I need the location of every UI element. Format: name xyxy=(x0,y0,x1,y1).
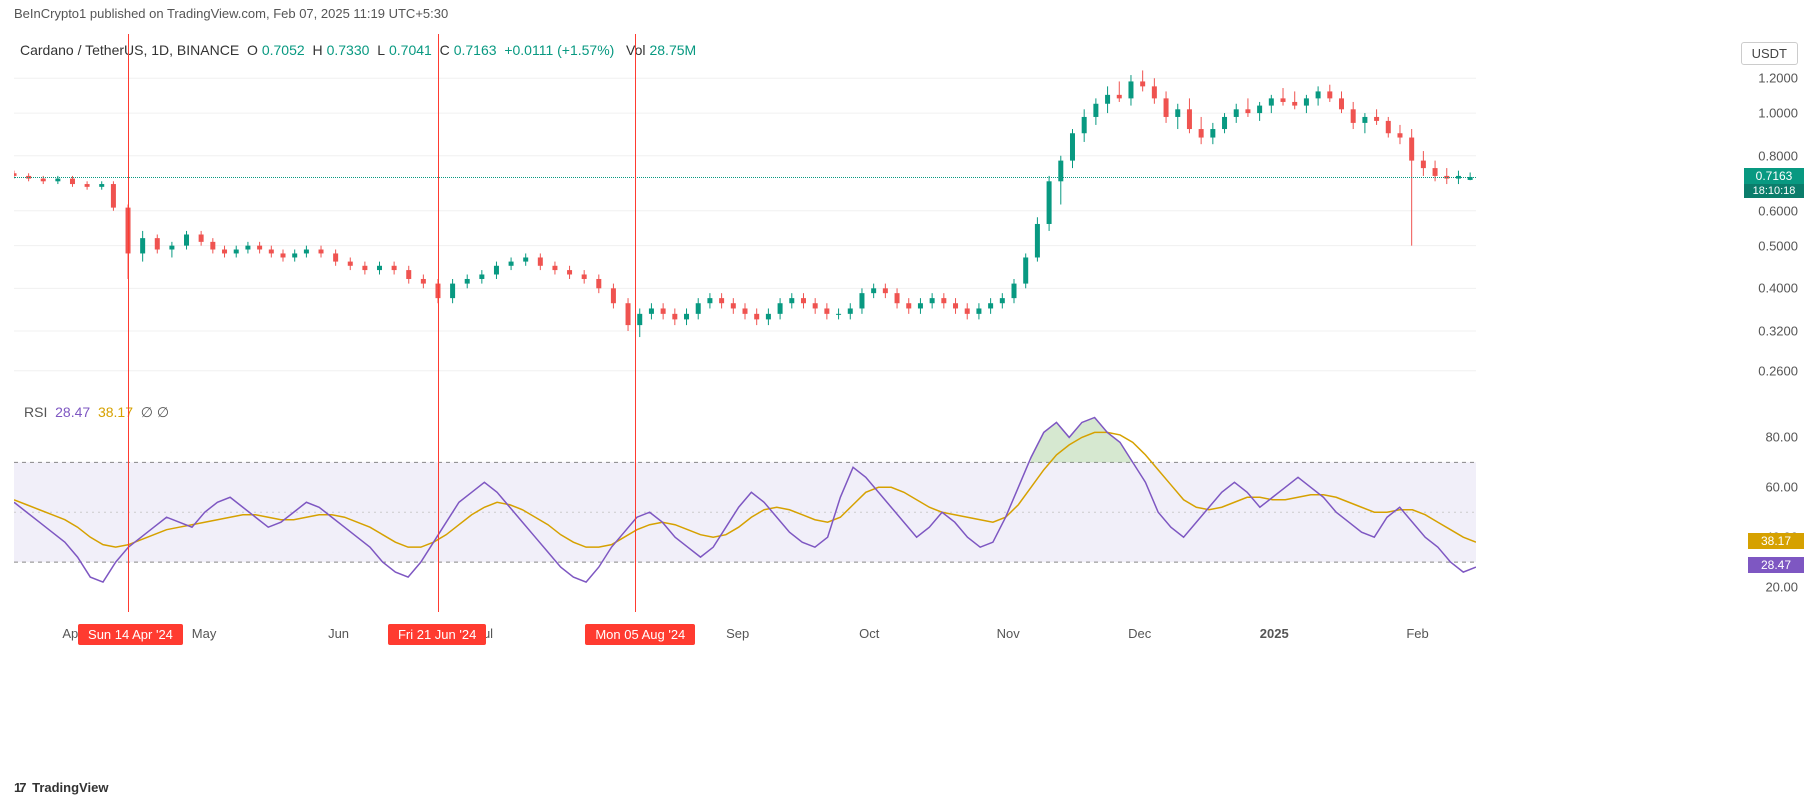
price-ytick: 0.4000 xyxy=(1758,281,1798,296)
rsi-y-axis: 20.0040.0060.0080.00 xyxy=(1738,400,1804,612)
publish-header: BeInCrypto1 published on TradingView.com… xyxy=(14,6,448,21)
price-ytick: 1.0000 xyxy=(1758,106,1798,121)
tradingview-logo[interactable]: 17 TradingView xyxy=(14,780,108,795)
time-xtick: 2025 xyxy=(1260,626,1289,641)
price-ytick: 0.2600 xyxy=(1758,363,1798,378)
price-ytick: 0.3200 xyxy=(1758,323,1798,338)
price-y-axis: 0.2600 0.3200 0.4000 0.5000 0.6000 0.8000 1.00… xyxy=(1738,34,1804,386)
event-vline xyxy=(438,34,439,612)
time-xtick: Sep xyxy=(726,626,749,641)
rsi-ytick: 80.00 xyxy=(1765,430,1798,445)
time-xtick: May xyxy=(192,626,217,641)
rsi-ytick: 20.00 xyxy=(1765,580,1798,595)
price-ytick: 0.6000 xyxy=(1758,203,1798,218)
time-xtick: Nov xyxy=(997,626,1020,641)
price-ytick: 1.2000 xyxy=(1758,71,1798,86)
price-ytick: 0.8000 xyxy=(1758,148,1798,163)
time-xtick: Jun xyxy=(328,626,349,641)
time-xtick: Feb xyxy=(1406,626,1428,641)
event-vline xyxy=(128,34,129,612)
event-date-badge: Mon 05 Aug '24 xyxy=(585,624,695,645)
rsi-chart[interactable] xyxy=(14,400,1476,612)
time-xtick: Dec xyxy=(1128,626,1151,641)
rsi-badge-purple: 28.47 xyxy=(1748,557,1804,573)
countdown-badge: 18:10:18 xyxy=(1744,184,1804,198)
event-vline xyxy=(635,34,636,612)
time-xtick: Oct xyxy=(859,626,879,641)
price-chart[interactable] xyxy=(14,34,1476,386)
price-badge: 0.7163 xyxy=(1744,168,1804,184)
event-date-badge: Fri 21 Jun '24 xyxy=(388,624,486,645)
current-price-line xyxy=(14,177,1476,178)
rsi-badge-gold: 38.17 xyxy=(1748,533,1804,549)
event-date-badge: Sun 14 Apr '24 xyxy=(78,624,183,645)
time-x-axis: AprMayJunJulSepOctNovDec2025Feb xyxy=(14,626,1476,654)
rsi-ytick: 60.00 xyxy=(1765,480,1798,495)
price-ytick: 0.5000 xyxy=(1758,238,1798,253)
